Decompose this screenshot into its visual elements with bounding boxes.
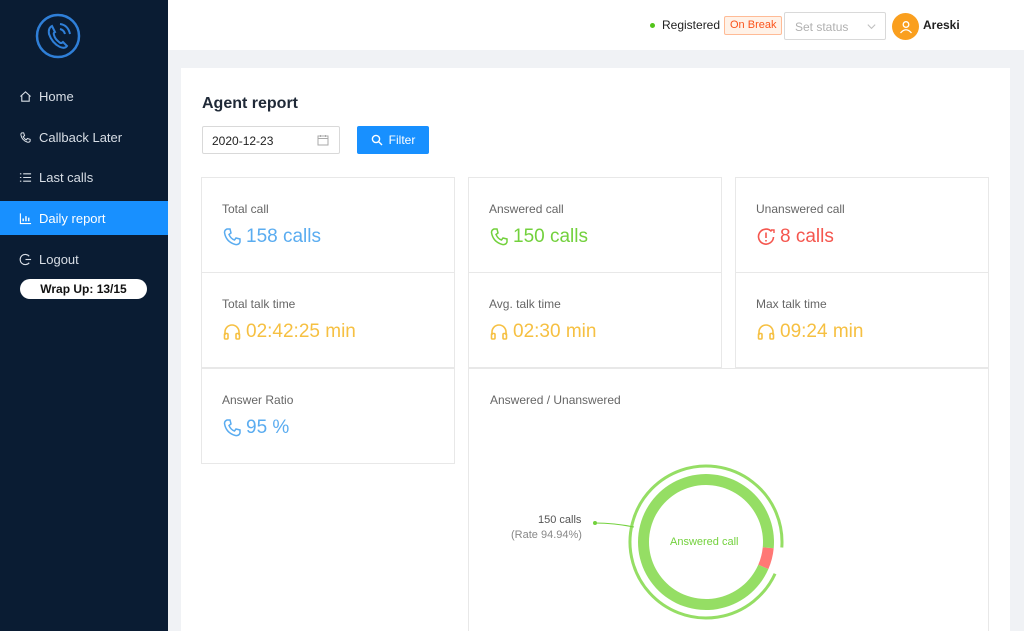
filter-label: Filter — [388, 133, 416, 147]
stat-label: Unanswered call — [756, 202, 845, 216]
sidebar-item-logout[interactable]: Logout — [0, 242, 168, 276]
list-icon — [18, 170, 32, 184]
sidebar-item-label: Daily report — [39, 210, 106, 226]
page-title: Agent report — [202, 95, 298, 112]
date-picker[interactable]: 2020-12-23 — [202, 126, 340, 154]
stat-value: 02:42:25 min — [222, 321, 356, 343]
registered-label: Registered — [662, 18, 721, 32]
answered-leader-dot — [593, 521, 597, 525]
stat-value-text: 02:42:25 min — [246, 321, 356, 342]
sidebar-item-callback-later[interactable]: Callback Later — [0, 120, 168, 154]
stat-card-unanswered-call: Unanswered call 8 calls — [735, 177, 989, 273]
stat-value: 150 calls — [489, 226, 588, 248]
headset-icon — [490, 324, 508, 340]
donut-chart — [593, 464, 784, 620]
answered-slice-highlight — [628, 464, 784, 620]
stat-value-text: 158 calls — [246, 226, 321, 247]
stat-value: 02:30 min — [489, 321, 596, 343]
sidebar-item-last-calls[interactable]: Last calls — [0, 160, 168, 194]
phone-logo-icon — [35, 13, 81, 59]
sidebar-item-label: Logout — [39, 251, 79, 267]
donut-center-label: Answered call — [670, 536, 739, 548]
stat-label: Answered call — [489, 202, 564, 216]
stat-value: 8 calls — [756, 226, 834, 248]
phone-icon — [223, 228, 241, 246]
phone-icon — [223, 419, 241, 437]
answered-unanswered-chart: Answered / Unanswered 150 calls (Rate 94… — [468, 368, 989, 631]
search-icon — [371, 134, 383, 146]
stat-label: Max talk time — [756, 297, 827, 311]
user-name[interactable]: Areski — [923, 18, 960, 32]
stat-card-answered-call: Answered call 150 calls — [468, 177, 722, 273]
sidebar-item-label: Home — [39, 88, 74, 104]
answered-leader-line — [594, 522, 635, 528]
set-status-select[interactable]: Set status — [784, 12, 886, 40]
top-header: Registered On Break Set status Areski — [168, 0, 1024, 50]
stat-value-text: 8 calls — [780, 226, 834, 247]
registered-status-dot — [650, 23, 655, 28]
bar-chart-icon — [18, 211, 32, 225]
phone-icon — [18, 130, 32, 144]
phone-icon — [490, 228, 508, 246]
stat-value-text: 150 calls — [513, 226, 588, 247]
stat-value-text: 09:24 min — [780, 321, 864, 342]
filter-button[interactable]: Filter — [357, 126, 429, 154]
calendar-icon — [317, 135, 329, 146]
sidebar: Home Callback Later Last calls Daily rep… — [0, 0, 168, 631]
missed-call-icon — [757, 228, 775, 245]
chevron-down-icon — [867, 24, 876, 30]
sidebar-item-label: Callback Later — [39, 129, 123, 145]
stat-value: 95 % — [222, 417, 289, 439]
stat-label: Answer Ratio — [222, 393, 294, 407]
unanswered-slice[interactable] — [758, 547, 774, 570]
on-break-badge: On Break — [724, 16, 783, 35]
sidebar-item-label: Last calls — [39, 169, 94, 185]
answered-count-label: 150 calls — [538, 514, 582, 526]
stat-value: 09:24 min — [756, 321, 863, 343]
date-value: 2020-12-23 — [212, 134, 274, 148]
stat-value: 158 calls — [222, 226, 321, 248]
stat-card-max-talk-time: Max talk time 09:24 min — [735, 272, 989, 368]
logout-icon — [18, 252, 32, 266]
stat-label: Total call — [222, 202, 269, 216]
stat-card-answer-ratio: Answer Ratio 95 % — [201, 368, 455, 464]
stat-card-total-call: Total call 158 calls — [201, 177, 455, 273]
stat-value-text: 95 % — [246, 417, 290, 438]
user-icon — [899, 20, 912, 33]
stat-value-text: 02:30 min — [513, 321, 597, 342]
answered-rate-label: (Rate 94.94%) — [511, 529, 582, 541]
set-status-placeholder: Set status — [795, 20, 849, 34]
sidebar-item-home[interactable]: Home — [0, 79, 168, 113]
stat-card-total-talk-time: Total talk time 02:42:25 min — [201, 272, 455, 368]
wrap-up-badge: Wrap Up: 13/15 — [20, 279, 147, 299]
stat-label: Total talk time — [222, 297, 296, 311]
user-avatar[interactable] — [892, 13, 919, 40]
home-icon — [18, 89, 32, 103]
headset-icon — [757, 324, 775, 340]
chart-title: Answered / Unanswered — [490, 393, 621, 407]
sidebar-item-daily-report[interactable]: Daily report — [0, 201, 168, 235]
stat-card-avg-talk-time: Avg. talk time 02:30 min — [468, 272, 722, 368]
stat-label: Avg. talk time — [489, 297, 561, 311]
headset-icon — [223, 324, 241, 340]
